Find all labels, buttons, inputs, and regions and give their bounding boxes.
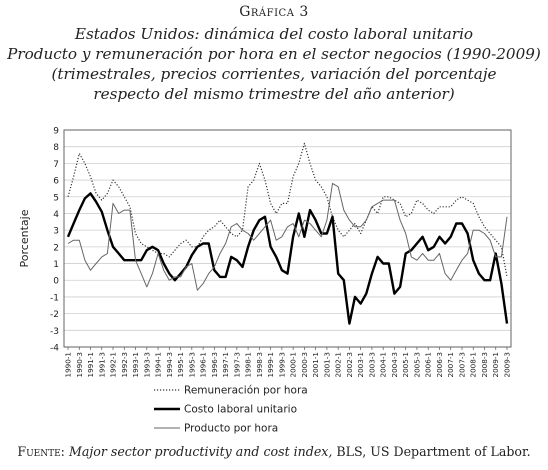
x-tick-label: 2001-3 (322, 352, 331, 377)
legend-label: Costo laboral unitario (184, 404, 297, 416)
y-tick-label: 2 (53, 243, 59, 253)
x-tick-label: 1995-1 (176, 352, 185, 377)
x-tick-label: 2002-1 (334, 352, 343, 377)
x-tick-label: 2003-3 (367, 352, 376, 377)
x-tick-label: 1992-3 (120, 352, 129, 377)
series-line-1 (67, 142, 508, 278)
series-line-3 (67, 182, 508, 291)
source-note: Fuente: Major sector productivity and co… (0, 444, 548, 459)
x-tick-label: 1996-3 (210, 352, 219, 377)
x-tick-label: 2004-1 (379, 352, 388, 377)
x-tick-label: 1992-1 (109, 352, 118, 377)
x-tick-label: 2006-1 (424, 352, 433, 377)
x-tick-label: 2003-1 (356, 352, 365, 377)
x-tick-label: 1997-1 (221, 352, 230, 377)
y-tick-label: 3 (53, 227, 59, 237)
x-tick-label: 2007-3 (457, 352, 466, 377)
x-tick-label: 1999-1 (266, 352, 275, 377)
figure-label: Gráfica 3 (239, 4, 309, 20)
x-tick-label: 1994-1 (154, 352, 163, 377)
series-line-2 (66, 192, 509, 325)
y-tick-label: 6 (53, 177, 59, 187)
y-tick-label: 5 (53, 193, 59, 203)
legend-label: Remuneración por hora (184, 385, 308, 397)
source-rest: BLS, US Department of Labor. (332, 444, 531, 459)
x-tick-label: 1990-3 (75, 352, 84, 377)
y-tick-label: 9 (53, 127, 59, 137)
x-tick-label: 2002-3 (345, 352, 354, 377)
title-line-1: Estados Unidos: dinámica del costo labor… (74, 25, 474, 43)
source-prefix: Fuente: (17, 444, 65, 459)
x-tick-label: 1995-3 (187, 352, 196, 377)
title-line-3: (trimestrales, precios corrientes, varia… (51, 65, 497, 83)
x-tick-label: 1997-3 (232, 352, 241, 377)
y-tick-label: 8 (53, 143, 59, 153)
x-tick-label: 2008-1 (469, 352, 478, 377)
x-tick-label: 2006-3 (435, 352, 444, 377)
x-tick-label: 2009-1 (491, 352, 500, 377)
y-tick-label: 1 (53, 260, 59, 270)
source-italic: Major sector productivity and cost index… (68, 444, 333, 459)
x-tick-label: 2004-3 (390, 352, 399, 377)
y-tick-label: 4 (53, 210, 59, 220)
x-tick-label: 1990-1 (64, 352, 73, 377)
x-tick-label: 1993-1 (131, 352, 140, 377)
x-tick-label: 1991-1 (86, 352, 95, 377)
x-tick-label: 1994-3 (165, 352, 174, 377)
y-tick-label: 7 (53, 160, 59, 170)
y-tick-label: 0 (53, 277, 59, 287)
x-tick-label: 1998-1 (244, 352, 253, 377)
title-line-2: Producto y remuneración por hora en el s… (7, 45, 541, 63)
y-tick-label: -4 (50, 344, 59, 354)
y-tick-label: -1 (50, 293, 59, 303)
title-line-4: respecto del mismo trimestre del año ant… (93, 85, 455, 103)
x-tick-label: 2005-1 (401, 352, 410, 377)
y-tick-label: -3 (50, 327, 59, 337)
x-tick-label: 1998-3 (255, 352, 264, 377)
x-tick-label: 1991-3 (97, 352, 106, 377)
x-tick-label: 2007-1 (446, 352, 455, 377)
x-tick-label: 2009-3 (503, 352, 512, 377)
legend-label: Producto por hora (184, 423, 278, 435)
y-axis-label: Porcentaje (18, 209, 31, 267)
x-tick-label: 2001-1 (311, 352, 320, 377)
x-tick-label: 1996-1 (199, 352, 208, 377)
y-tick-label: -2 (50, 310, 59, 320)
x-tick-label: 2008-3 (480, 352, 489, 377)
x-tick-label: 1993-3 (142, 352, 151, 377)
x-tick-label: 2005-3 (412, 352, 421, 377)
plot-frame (63, 129, 512, 348)
x-tick-label: 2000-1 (289, 352, 298, 377)
x-tick-label: 2000-3 (300, 352, 309, 377)
x-tick-label: 1999-3 (277, 352, 286, 377)
